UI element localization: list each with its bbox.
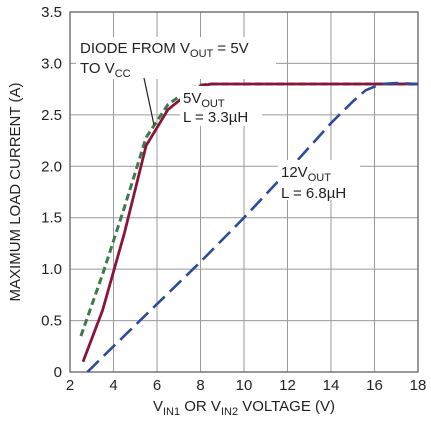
12vout-annotation-background xyxy=(278,160,360,200)
x-tick-label: 16 xyxy=(366,377,383,394)
diode-annotation-background xyxy=(76,37,276,79)
plot-frame xyxy=(69,11,419,373)
12vout-annotation-line2: L = 6.8µH xyxy=(281,185,346,202)
series-line-5vout xyxy=(81,82,418,363)
x-tick-label: 18 xyxy=(410,377,427,394)
12vout-annotation-line1: 12VOUT xyxy=(281,164,331,184)
5vout-annotation-line2: L = 3.3µH xyxy=(183,109,248,126)
x-tick-label: 2 xyxy=(66,377,74,394)
diode-annotation-leader xyxy=(143,77,155,126)
x-tick-label: 4 xyxy=(109,377,117,394)
x-tick-label: 14 xyxy=(323,377,340,394)
y-tick-label: 1.5 xyxy=(41,210,62,227)
diode-annotation-line2: TO VCC xyxy=(80,60,131,80)
y-tick-label: 2.0 xyxy=(41,158,62,175)
x-tick-label: 8 xyxy=(196,377,204,394)
5vout-annotation-line1: 5VOUT xyxy=(183,90,225,110)
x-tick-label: 6 xyxy=(153,377,161,394)
y-axis-label: MAXIMUM LOAD CURRENT (A) xyxy=(7,83,24,302)
5vout-annotation-background xyxy=(180,86,262,126)
x-tick-label: 12 xyxy=(279,377,296,394)
series-line-12vout xyxy=(86,81,419,373)
diode-annotation-line1: DIODE FROM VOUT = 5V xyxy=(80,40,249,60)
y-tick-label: 0 xyxy=(54,364,62,381)
series-layer xyxy=(79,81,419,373)
x-axis-label: VIN1 OR VIN2 VOLTAGE (V) xyxy=(153,398,335,418)
y-tick-label: 2.5 xyxy=(41,107,62,124)
y-tick-label: 3.0 xyxy=(41,55,62,72)
y-tick-label: 1.0 xyxy=(41,261,62,278)
y-tick-label: 3.5 xyxy=(41,4,62,21)
tick-labels: 2 4 6 8 10 12 14 16 18 0 0.5 1.0 1.5 2.0 2.5 3.0 3.5 xyxy=(41,4,426,394)
series-line-diode xyxy=(79,82,418,337)
y-tick-label: 0.5 xyxy=(41,313,62,330)
x-tick-label: 10 xyxy=(236,377,253,394)
